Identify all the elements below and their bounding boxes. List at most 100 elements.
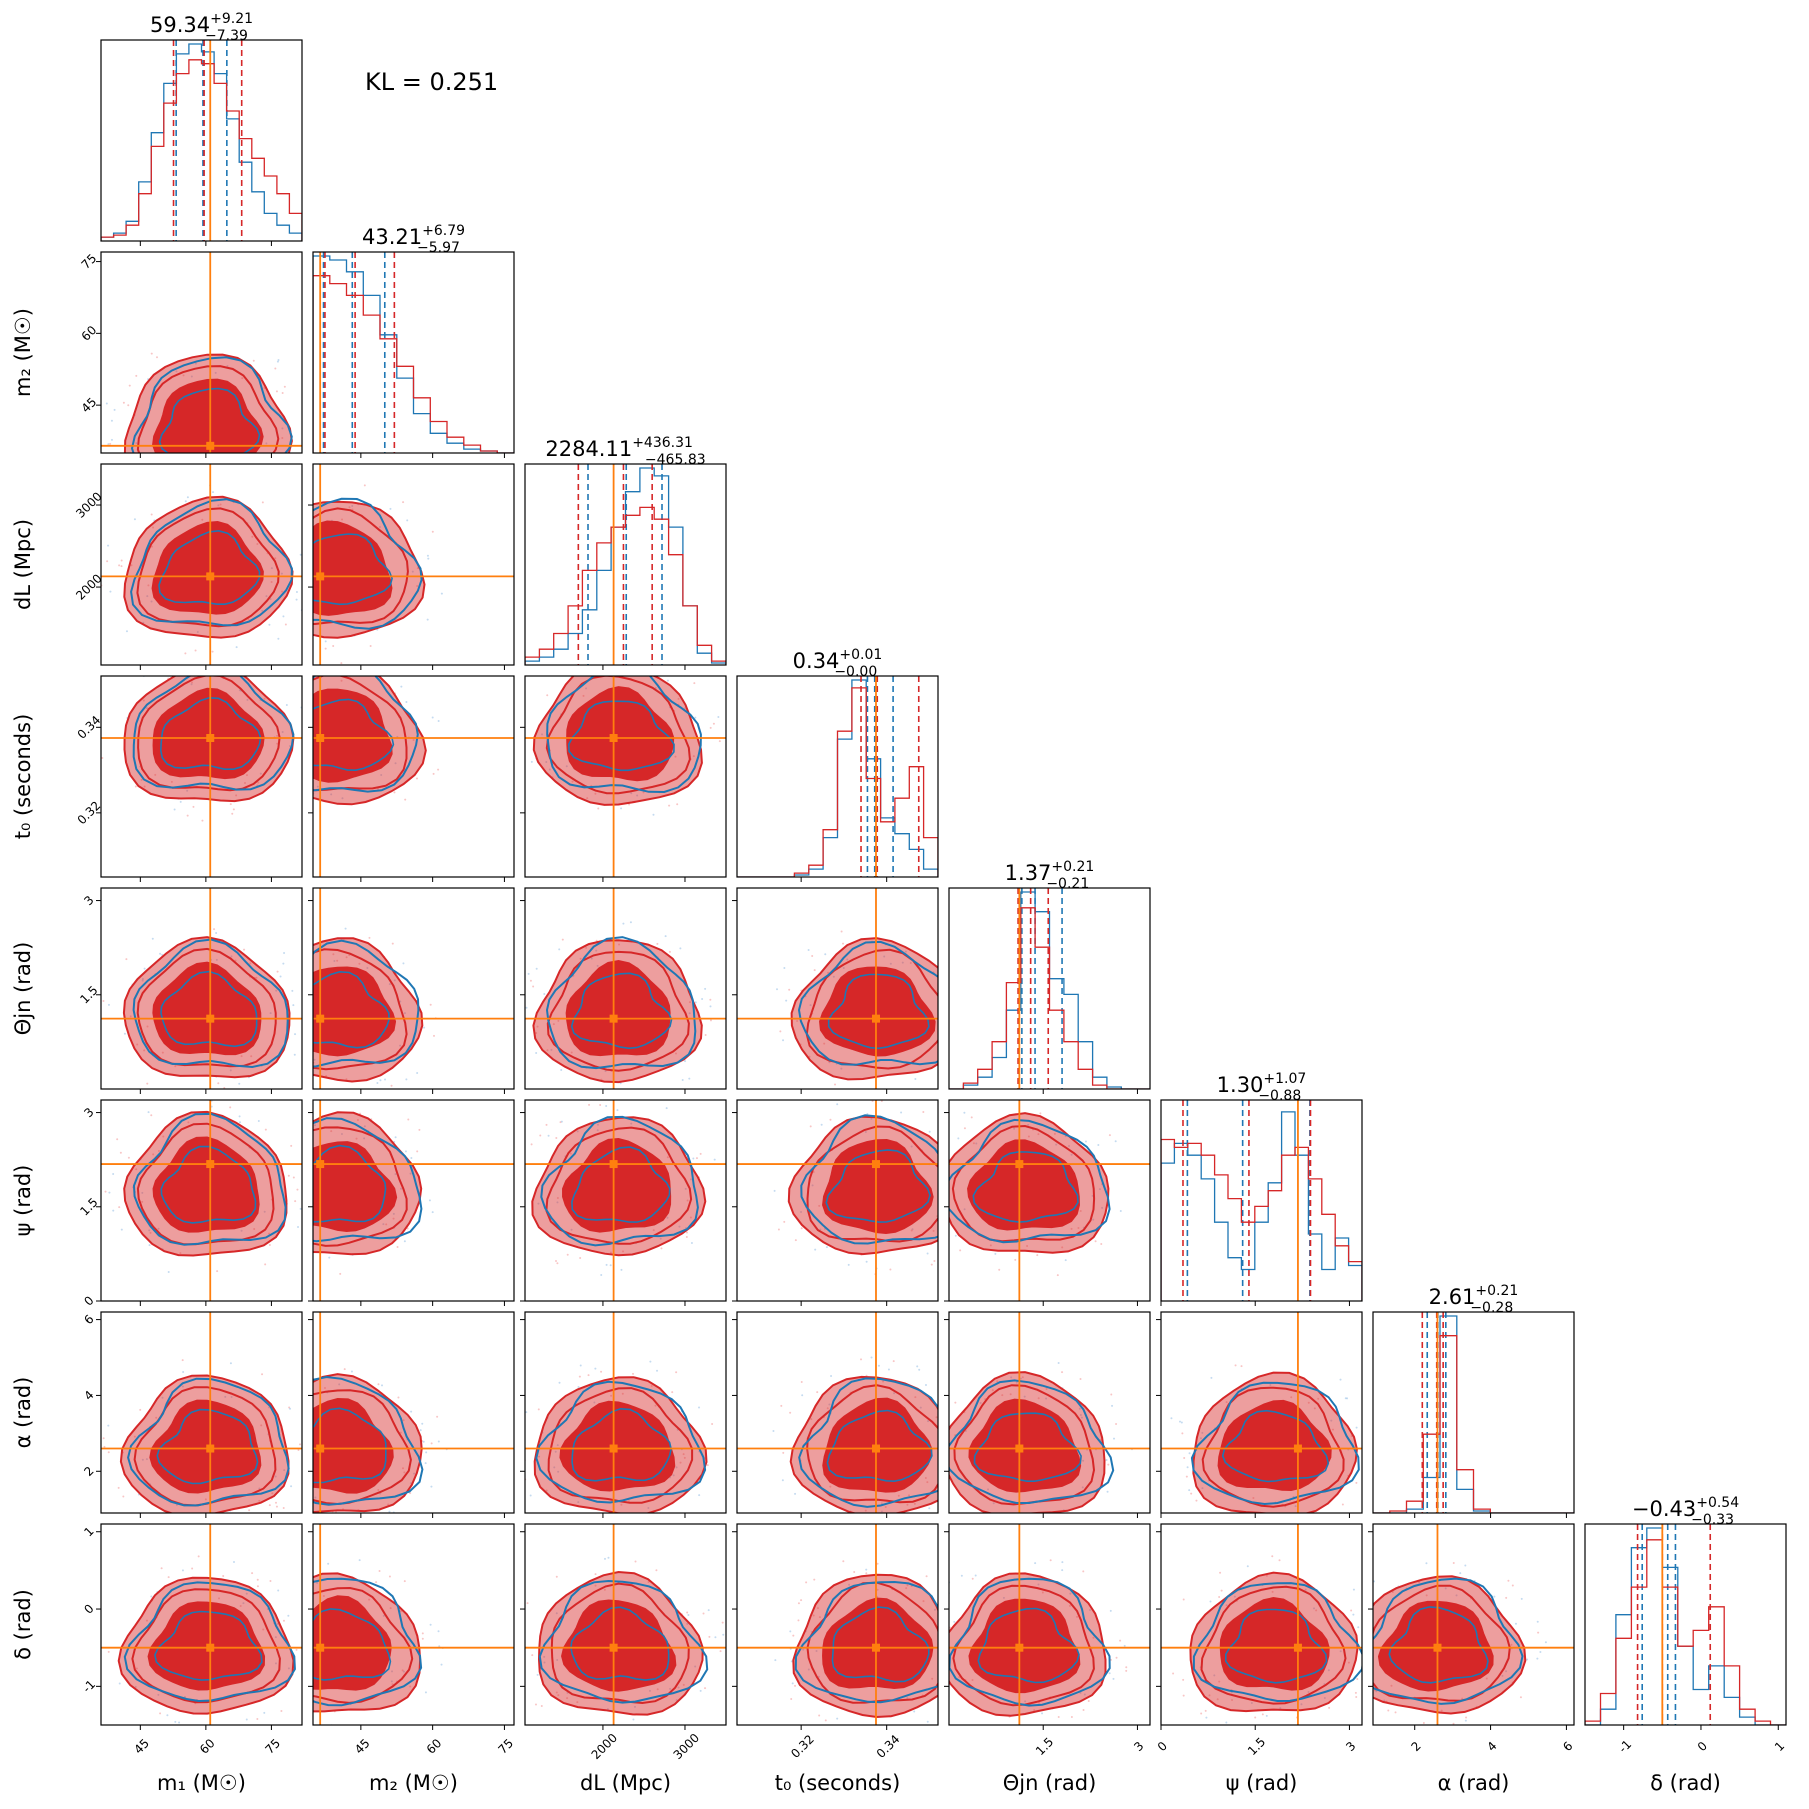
sample-point <box>709 1019 712 1022</box>
sample-point <box>229 1069 232 1072</box>
sample-point <box>713 1158 716 1161</box>
sample-point <box>1027 1123 1030 1126</box>
sample-point <box>403 1012 406 1015</box>
sample-point <box>832 975 835 978</box>
sample-point <box>305 935 307 937</box>
sample-point <box>525 1006 528 1009</box>
y-axis-label-dL: dL (Mpc) <box>11 519 35 610</box>
sample-point <box>541 733 544 736</box>
sample-point <box>186 789 189 792</box>
sample-point <box>242 1602 245 1605</box>
truth-marker <box>871 1014 880 1023</box>
sample-point <box>253 1228 256 1231</box>
contour-red-mid <box>313 1586 414 1704</box>
panel-dL-delta: 2000 3000 <box>520 1523 727 1762</box>
sample-point <box>305 1255 307 1257</box>
sample-point <box>174 1720 177 1723</box>
sample-point <box>248 1509 251 1512</box>
sample-point <box>555 1691 558 1694</box>
sample-point <box>274 557 277 560</box>
sample-point <box>576 1701 579 1704</box>
sample-point <box>971 1577 974 1580</box>
sample-point <box>527 972 530 975</box>
sample-point <box>942 1429 944 1431</box>
sample-point <box>525 1411 528 1414</box>
sample-point <box>243 781 246 784</box>
sample-point <box>823 1042 826 1045</box>
sample-point <box>893 1392 896 1395</box>
sample-point <box>307 1434 309 1436</box>
sample-point <box>1505 1596 1508 1599</box>
sample-point <box>522 1217 524 1219</box>
sample-point <box>677 697 680 700</box>
panel-frame <box>524 463 727 666</box>
sample-point <box>693 682 696 685</box>
panel-t0-alpha <box>732 1311 939 1518</box>
sample-point <box>181 1385 184 1388</box>
sample-point <box>690 1241 693 1244</box>
sample-point <box>1045 1397 1048 1400</box>
title-theta: 1.37+0.21 −0.21 <box>1005 859 1095 892</box>
sample-point <box>112 1173 115 1176</box>
sample-point <box>307 1647 309 1649</box>
contour-red-core <box>313 1398 394 1494</box>
panel-alpha-delta: 2 4 6 <box>1368 1523 1575 1754</box>
sample-point <box>294 1200 297 1203</box>
panel-frame <box>1160 1311 1363 1514</box>
sample-point <box>546 694 549 697</box>
sample-point <box>247 618 250 621</box>
sample-point <box>403 1240 406 1243</box>
sample-point <box>1068 1604 1071 1607</box>
sample-point <box>959 1249 962 1252</box>
sample-point <box>1061 1569 1064 1572</box>
sample-point <box>800 1227 803 1230</box>
panel-frame <box>948 1311 1151 1514</box>
sample-point <box>332 645 335 648</box>
sample-point <box>939 1182 941 1184</box>
sample-point <box>150 1114 153 1117</box>
sample-point <box>1233 1595 1236 1598</box>
sample-point <box>309 1698 311 1700</box>
sample-point <box>203 1514 205 1516</box>
y-tick-label: 3 <box>81 893 96 908</box>
sample-point <box>437 719 440 722</box>
truth-marker <box>609 1014 618 1023</box>
contour-blue-inner <box>160 970 258 1048</box>
sample-point <box>399 1000 402 1003</box>
sample-point <box>1507 1579 1510 1582</box>
sample-point <box>416 1150 419 1153</box>
sample-point <box>830 1374 833 1377</box>
sample-point <box>135 1667 138 1670</box>
x-tick-label: 60 <box>424 1736 445 1757</box>
sample-point <box>385 1223 388 1226</box>
truth-marker <box>1015 1160 1024 1169</box>
sample-point <box>848 1583 851 1586</box>
sample-point <box>255 976 258 979</box>
sample-point <box>429 1003 432 1006</box>
sample-point <box>377 1383 380 1386</box>
sample-point <box>416 567 419 570</box>
sample-point <box>397 1396 400 1399</box>
sample-point <box>384 1078 387 1081</box>
panel-frame <box>100 887 303 1090</box>
panel-m1-psi: 01.53 <box>77 1099 303 1309</box>
panel-frame <box>948 887 1151 1090</box>
sample-point <box>1336 1514 1338 1516</box>
x-tick-label: 3000 <box>671 1731 702 1762</box>
x-axis-label-alpha: α (rad) <box>1438 1771 1510 1795</box>
sample-point <box>556 1201 559 1204</box>
histogram-blue <box>1161 1111 1362 1301</box>
contour-blue-outer <box>546 676 702 794</box>
sample-point <box>269 597 272 600</box>
sample-point <box>1119 1639 1122 1642</box>
sample-point <box>1041 1730 1043 1732</box>
sample-point <box>1098 1188 1101 1191</box>
sample-point <box>1033 1709 1036 1712</box>
sample-point <box>239 1121 242 1124</box>
sample-point <box>935 1416 938 1419</box>
sample-point <box>1485 1677 1488 1680</box>
sample-point <box>391 1670 394 1673</box>
panel-frame <box>100 251 303 454</box>
panel-alpha-alpha: 2.61+0.21 −0.28 <box>1372 1283 1575 1518</box>
y-tick-label: -1 <box>80 1677 98 1695</box>
